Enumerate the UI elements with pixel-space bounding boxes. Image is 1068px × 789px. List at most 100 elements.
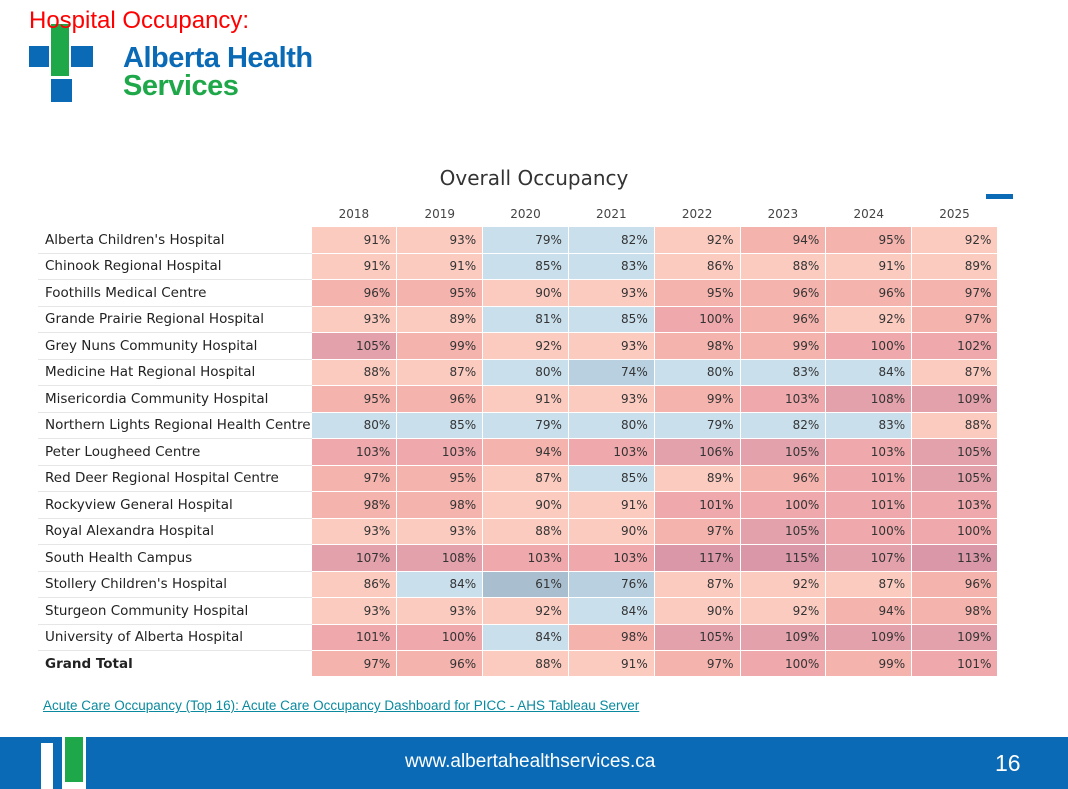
occupancy-cell: 80% [653, 359, 741, 386]
table-row: Alberta Children's Hospital 91% 93% 79% 82% 9… [38, 227, 998, 254]
page-number: 16 [995, 750, 1021, 776]
occupancy-cell: 108% [825, 385, 912, 413]
occupancy-cell: 94% [482, 438, 569, 466]
hospital-name: Peter Lougheed Centre [38, 438, 312, 466]
occupancy-cell: 103% [310, 438, 397, 466]
table-row: Red Deer Regional Hospital Centre 97% 95% 8… [38, 465, 998, 492]
occupancy-cell: 108% [396, 544, 483, 572]
occupancy-cell: 98% [567, 624, 655, 651]
occupancy-cell: 87% [653, 571, 741, 598]
occupancy-cell: 105% [310, 332, 397, 360]
occupancy-cell: 93% [310, 518, 397, 545]
occupancy-table-body: Alberta Children's Hospital 91% 93% 79% 82% 9… [38, 227, 998, 677]
occupancy-cell: 92% [739, 597, 826, 625]
hospital-name: Red Deer Regional Hospital Centre [38, 465, 312, 492]
table-row: University of Alberta Hospital 101% 100% 84… [38, 624, 998, 651]
occupancy-cell: 85% [567, 306, 655, 333]
occupancy-cell: 96% [739, 465, 826, 492]
occupancy-cell: 96% [739, 279, 826, 307]
occupancy-cell: 74% [567, 359, 655, 386]
occupancy-cell: 90% [653, 597, 741, 625]
occupancy-table: 2018 2019 2020 2021 2022 2023 2024 2025 Alberta… [38, 201, 998, 677]
occupancy-cell: 105% [739, 438, 826, 466]
occupancy-cell: 97% [310, 465, 397, 492]
occupancy-cell: 96% [825, 279, 912, 307]
occupancy-cell: 90% [567, 518, 655, 545]
header-corner [38, 201, 311, 227]
occupancy-cell: 96% [739, 306, 826, 333]
occupancy-cell: 99% [396, 332, 483, 360]
occupancy-cell: 96% [911, 571, 998, 598]
occupancy-cell: 88% [482, 650, 569, 677]
table-row: Royal Alexandra Hospital 93% 93% 88% 90% 97% 1… [38, 518, 998, 545]
year-header: 2022 [681, 207, 713, 221]
footer-bar: www.albertahealthservices.ca 16 [0, 737, 1068, 789]
occupancy-cell: 109% [911, 624, 998, 651]
occupancy-cell: 95% [653, 279, 741, 307]
occupancy-cell: 98% [911, 597, 998, 625]
occupancy-cell: 109% [911, 385, 998, 413]
occupancy-cell: 61% [482, 571, 569, 598]
occupancy-cell: 79% [653, 412, 741, 439]
occupancy-cell: 117% [653, 544, 741, 572]
occupancy-cell: 85% [482, 253, 569, 280]
occupancy-cell: 82% [739, 412, 826, 439]
occupancy-cell: 82% [567, 227, 655, 254]
occupancy-cell: 100% [825, 332, 912, 360]
occupancy-cell: 83% [739, 359, 826, 386]
footer-url[interactable]: www.albertahealthservices.ca [405, 751, 656, 772]
occupancy-cell: 93% [567, 332, 655, 360]
table-title: Overall Occupancy [439, 166, 629, 190]
occupancy-cell: 87% [825, 571, 912, 598]
occupancy-cell: 92% [911, 227, 998, 254]
occupancy-cell: 107% [825, 544, 912, 572]
occupancy-cell: 84% [396, 571, 483, 598]
occupancy-cell: 101% [653, 491, 741, 519]
occupancy-cell: 103% [567, 544, 655, 572]
occupancy-cell: 80% [567, 412, 655, 439]
occupancy-cell: 88% [911, 412, 998, 439]
table-row: Grande Prairie Regional Hospital 93% 89% 81… [38, 306, 998, 333]
occupancy-cell: 106% [653, 438, 741, 466]
occupancy-cell: 85% [396, 412, 483, 439]
table-row: Medicine Hat Regional Hospital 88% 87% 80% 7… [38, 359, 998, 386]
occupancy-cell: 83% [825, 412, 912, 439]
occupancy-cell: 92% [482, 597, 569, 625]
occupancy-cell: 94% [739, 227, 826, 254]
occupancy-cell: 93% [396, 518, 483, 545]
occupancy-cell: 96% [396, 385, 483, 413]
year-header: 2023 [767, 207, 799, 221]
table-row: Rockyview General Hospital 98% 98% 90% 91% 10… [38, 491, 998, 519]
source-link[interactable]: Acute Care Occupancy (Top 16): Acute Car… [43, 698, 640, 713]
occupancy-cell: 95% [396, 465, 483, 492]
hospital-name: Stollery Children's Hospital [38, 571, 312, 598]
occupancy-cell: 93% [396, 597, 483, 625]
occupancy-cell: 109% [739, 624, 826, 651]
occupancy-cell: 100% [825, 518, 912, 545]
occupancy-cell: 95% [825, 227, 912, 254]
occupancy-cell: 101% [825, 465, 912, 492]
occupancy-cell: 103% [825, 438, 912, 466]
accent-dash [986, 194, 1013, 199]
occupancy-cell: 88% [482, 518, 569, 545]
occupancy-cell: 98% [653, 332, 741, 360]
hospital-name: Alberta Children's Hospital [38, 227, 312, 254]
occupancy-cell: 87% [396, 359, 483, 386]
occupancy-cell: 91% [396, 253, 483, 280]
occupancy-cell: 99% [653, 385, 741, 413]
occupancy-cell: 97% [653, 518, 741, 545]
occupancy-cell: 97% [653, 650, 741, 677]
occupancy-cell: 105% [911, 438, 998, 466]
occupancy-cell: 95% [396, 279, 483, 307]
occupancy-cell: 89% [911, 253, 998, 280]
table-row: Grey Nuns Community Hospital 105% 99% 92% 93… [38, 332, 998, 360]
occupancy-cell: 79% [482, 227, 569, 254]
occupancy-cell: 100% [739, 650, 826, 677]
occupancy-cell: 99% [825, 650, 912, 677]
year-header: 2025 [939, 207, 970, 221]
occupancy-cell: 97% [911, 279, 998, 307]
occupancy-cell: 88% [310, 359, 397, 386]
occupancy-cell: 87% [911, 359, 998, 386]
occupancy-cell: 97% [310, 650, 397, 677]
occupancy-cell: 90% [482, 491, 569, 519]
